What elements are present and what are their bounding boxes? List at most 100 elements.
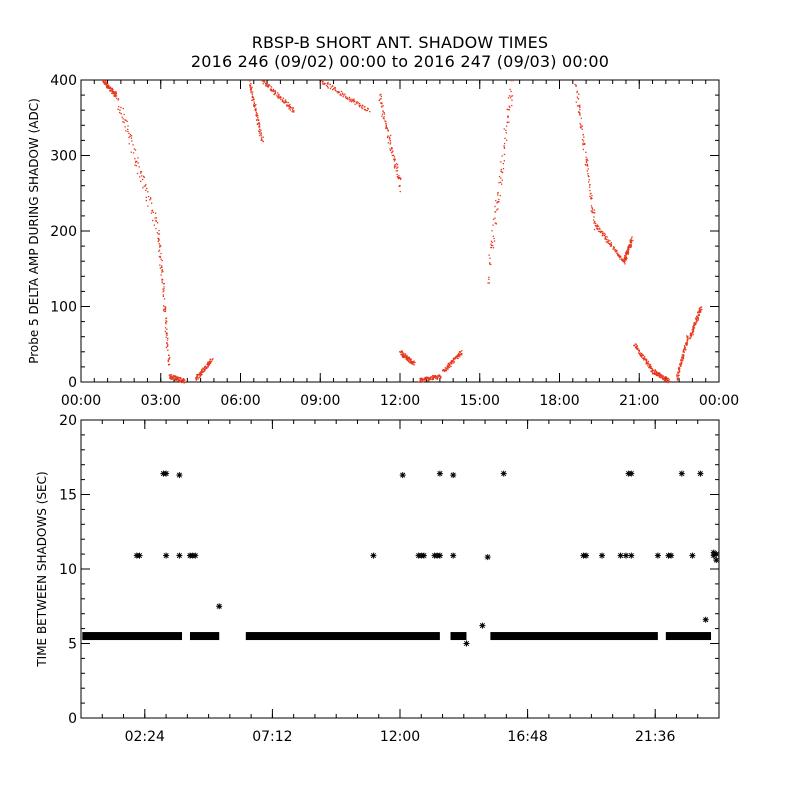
data-point — [576, 90, 578, 92]
data-point — [255, 108, 257, 110]
data-point — [654, 369, 656, 371]
data-point — [270, 89, 272, 91]
data-point — [253, 101, 255, 103]
data-point — [146, 187, 148, 190]
data-point — [255, 114, 257, 116]
data-point — [499, 181, 502, 183]
data-point — [249, 85, 251, 87]
data-point — [664, 376, 666, 379]
data-point — [450, 360, 452, 363]
data-point — [181, 381, 183, 384]
data-point — [692, 325, 695, 327]
y-tick-label: 10 — [59, 562, 77, 578]
data-point — [384, 120, 386, 122]
data-point — [627, 251, 630, 254]
data-point — [390, 152, 393, 154]
data-point — [597, 225, 600, 227]
data-point — [350, 99, 352, 102]
data-point — [292, 107, 294, 110]
data-point — [436, 378, 439, 380]
bottom-scatter-plot: 02:24 07:12 12:00 16:48 21:36 0 5 10 15 20 TIME BE… — [35, 413, 720, 745]
data-point — [687, 338, 689, 341]
data-point — [327, 81, 329, 84]
data-point — [606, 241, 609, 243]
data-point — [458, 355, 460, 357]
asterisk-stroke — [176, 553, 182, 559]
data-point — [292, 111, 295, 113]
data-point — [102, 80, 104, 82]
data-point — [165, 323, 167, 325]
data-point — [634, 346, 637, 349]
data-point — [497, 194, 499, 196]
data-point — [251, 86, 253, 88]
data-point — [649, 365, 651, 367]
data-point — [644, 356, 646, 358]
data-point — [380, 95, 382, 98]
data-point — [170, 376, 172, 378]
data-point — [501, 171, 504, 174]
data-point — [211, 359, 213, 361]
data-point — [421, 378, 423, 381]
data-point — [349, 98, 351, 100]
data-point — [406, 355, 408, 357]
data-point — [681, 362, 683, 364]
data-point — [170, 374, 173, 376]
data-point — [627, 250, 629, 253]
data-point — [165, 318, 167, 320]
data-point — [697, 470, 704, 477]
data-point — [599, 552, 605, 559]
data-point — [437, 376, 439, 379]
data-point — [402, 351, 404, 354]
data-point — [263, 81, 265, 83]
data-point — [127, 128, 129, 130]
data-point — [280, 98, 282, 101]
data-point — [593, 209, 596, 211]
data-point — [696, 320, 698, 322]
data-point — [140, 171, 143, 173]
data-point — [623, 257, 625, 259]
data-point — [586, 170, 588, 172]
data-point — [432, 378, 434, 380]
data-point — [201, 373, 203, 376]
data-point — [268, 84, 270, 86]
data-point — [593, 222, 595, 224]
data-point — [579, 123, 581, 125]
data-point — [171, 378, 173, 380]
data-point — [340, 94, 342, 97]
data-point — [321, 83, 324, 85]
data-point — [258, 119, 260, 121]
data-point — [489, 263, 491, 265]
asterisk-stroke — [450, 553, 456, 559]
data-point — [165, 320, 167, 322]
data-point — [630, 240, 633, 243]
data-point — [277, 97, 279, 99]
data-point — [452, 360, 454, 362]
data-point — [277, 92, 279, 94]
data-point — [687, 335, 689, 337]
data-point — [657, 375, 659, 377]
data-point — [426, 376, 428, 378]
data-point — [457, 355, 459, 357]
data-point — [401, 350, 403, 352]
data-point — [448, 363, 451, 366]
data-point — [504, 142, 506, 145]
asterisk-stroke — [176, 472, 182, 478]
data-point — [626, 252, 628, 254]
data-point — [258, 132, 261, 134]
data-point — [120, 113, 122, 115]
data-point — [587, 168, 589, 170]
data-point — [442, 369, 444, 371]
data-point — [175, 379, 178, 381]
data-point — [498, 182, 500, 184]
data-point — [105, 82, 107, 84]
data-point — [629, 244, 631, 246]
data-point — [504, 137, 506, 139]
data-point — [686, 341, 688, 343]
data-point — [656, 371, 658, 373]
data-point — [577, 105, 579, 107]
data-point — [278, 95, 280, 98]
data-point — [494, 217, 496, 219]
data-segment — [622, 236, 634, 265]
data-point — [633, 344, 635, 347]
data-point — [137, 162, 139, 164]
